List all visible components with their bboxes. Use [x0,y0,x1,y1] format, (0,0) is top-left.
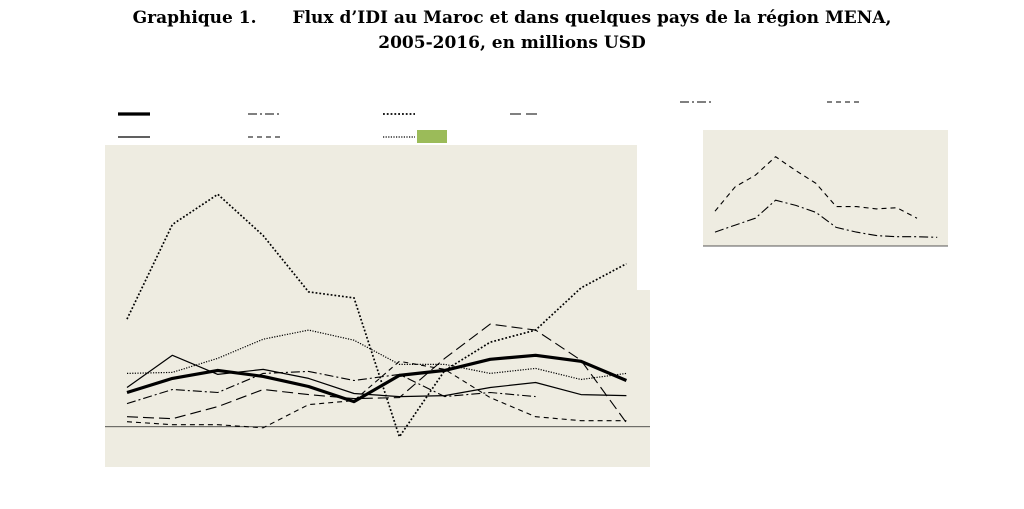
series-line-egypte [126,193,627,438]
plot-area-notch [637,145,650,290]
inset-series-line-mena-total [714,156,918,219]
chart-number: Graphique 1. [132,8,257,28]
series-line-maroc [126,353,628,404]
chart-title-text: Flux d’IDI au Maroc et dans quelques pay… [292,8,892,28]
series-line-algérie [126,370,536,405]
series-line-koweit [126,360,627,429]
series-line-liban [126,329,627,381]
chart-title-line1: Graphique 1. Flux d’IDI au Maroc et dans … [0,8,1024,28]
chart-title-line2: 2005-2016, en millions USD [378,33,646,53]
plot-area-main [105,145,650,467]
legend-highlight [417,130,447,143]
series-line-irak [126,323,627,424]
inset-series-line-arabie-saoudite [714,199,938,238]
plot-area-inset [703,130,948,246]
